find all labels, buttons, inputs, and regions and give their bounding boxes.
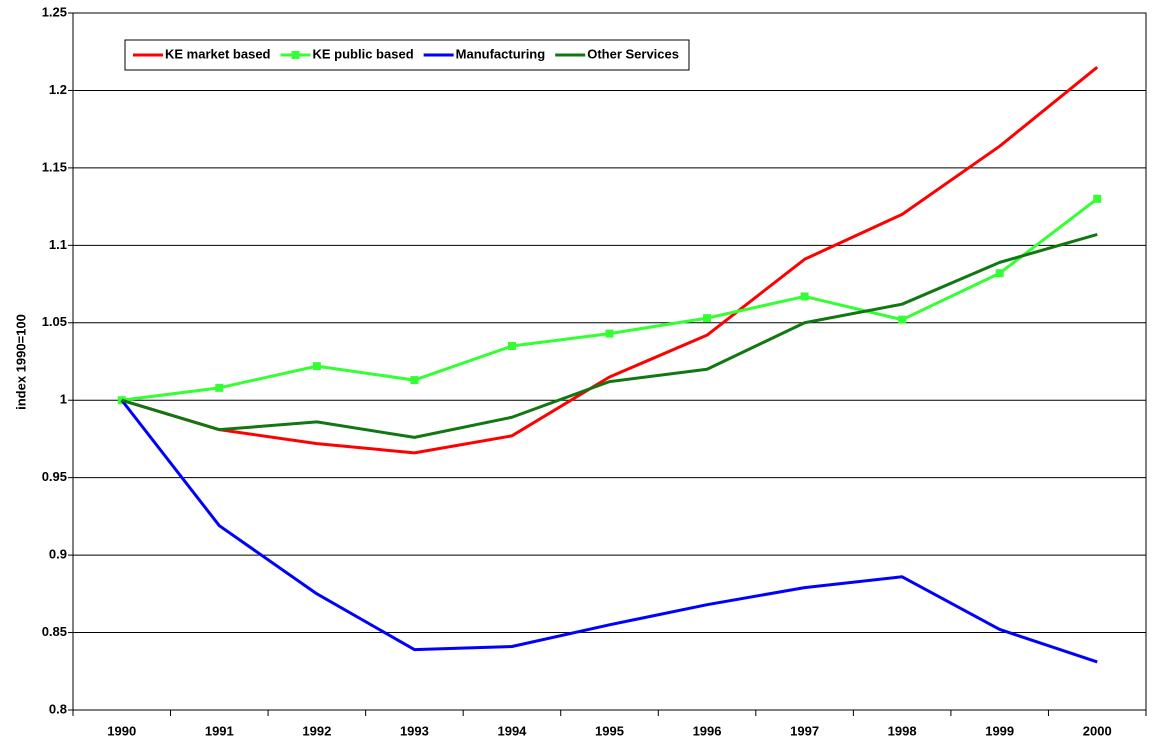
y-tick-label: 0.9 bbox=[49, 547, 67, 562]
legend-label: KE public based bbox=[313, 46, 414, 61]
series-marker bbox=[898, 315, 907, 324]
series-marker bbox=[1093, 194, 1102, 203]
series-line bbox=[121, 66, 1099, 455]
y-axis-label: index 1990=100 bbox=[13, 314, 28, 410]
x-tick-label: 1997 bbox=[790, 723, 819, 738]
series-line bbox=[121, 197, 1099, 402]
legend-label: KE market based bbox=[165, 46, 271, 61]
legend: KE market based KE public based Manufactur… bbox=[124, 39, 690, 71]
x-tick-label: 1992 bbox=[302, 723, 331, 738]
x-tick-label: 1990 bbox=[107, 723, 136, 738]
y-tick-label: 1.1 bbox=[49, 237, 67, 252]
legend-label: Other Services bbox=[587, 46, 679, 61]
y-tick-label: 0.8 bbox=[49, 701, 67, 716]
x-tick-label: 1998 bbox=[888, 723, 917, 738]
y-tick-label: 1.05 bbox=[42, 314, 67, 329]
x-tick-label: 1991 bbox=[205, 723, 234, 738]
x-tick-label: 1999 bbox=[985, 723, 1014, 738]
y-tick-label: 1.25 bbox=[42, 4, 67, 19]
x-tick-label: 1996 bbox=[693, 723, 722, 738]
y-tick-label: 1.15 bbox=[42, 159, 67, 174]
series-marker bbox=[800, 292, 809, 301]
y-tick-label: 1.2 bbox=[49, 82, 67, 97]
series-marker bbox=[312, 362, 321, 371]
x-tick-label: 1995 bbox=[595, 723, 624, 738]
x-tick-label: 2000 bbox=[1083, 723, 1112, 738]
series-marker bbox=[605, 329, 614, 338]
y-tick-label: 0.95 bbox=[42, 469, 67, 484]
series-line bbox=[121, 233, 1098, 439]
legend-label: Manufacturing bbox=[456, 46, 546, 61]
series-marker bbox=[215, 383, 224, 392]
y-tick-label: 0.85 bbox=[42, 624, 67, 639]
series-marker bbox=[410, 376, 419, 385]
x-tick-label: 1994 bbox=[497, 723, 527, 738]
legend-box bbox=[124, 39, 690, 71]
x-tick-label: 1993 bbox=[400, 723, 429, 738]
series-line bbox=[120, 399, 1098, 664]
series-marker bbox=[507, 342, 516, 351]
series-marker bbox=[995, 269, 1004, 278]
series-marker bbox=[703, 314, 712, 323]
y-tick-label: 1 bbox=[60, 392, 67, 407]
plot-frame bbox=[72, 12, 1147, 711]
legend-marker bbox=[291, 51, 300, 59]
